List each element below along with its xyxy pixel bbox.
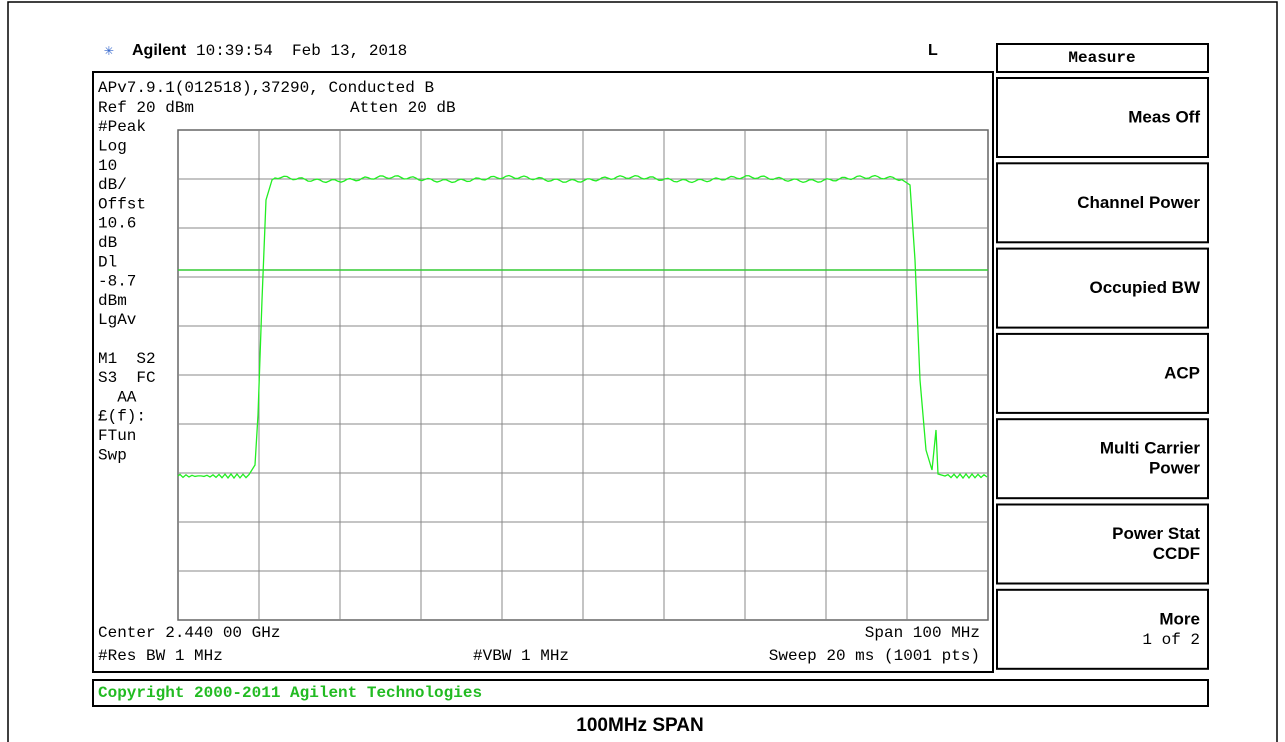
softkey-label: Channel Power — [1077, 193, 1200, 212]
side-label: S3 FC — [98, 369, 156, 387]
side-label: dB/ — [98, 176, 127, 194]
side-label: Offst — [98, 195, 146, 213]
side-label: Dl — [98, 253, 117, 271]
softkey-label: CCDF — [1153, 544, 1200, 563]
softkey — [996, 503, 1209, 585]
side-label: dB — [98, 234, 117, 252]
softkey-label: More — [1159, 609, 1200, 628]
sweep: Sweep 20 ms (1001 pts) — [769, 647, 980, 665]
status-bar — [92, 679, 1209, 707]
copyright: Copyright 2000-2011 Agilent Technologies — [98, 684, 482, 702]
info-line: APv7.9.1(012518),37290, Conducted B — [98, 79, 434, 97]
frame — [7, 1, 1278, 742]
header: ✳ Agilent 10:39:54 Feb 13, 2018 L — [104, 42, 938, 60]
softkey-label: Power Stat — [1112, 524, 1200, 543]
side-label: #Peak — [98, 118, 146, 136]
indicator: L — [928, 42, 938, 59]
side-label: 10.6 — [98, 215, 136, 233]
softkey — [996, 77, 1209, 158]
center: Center 2.440 00 GHz — [98, 624, 280, 642]
side-label: £(f): — [98, 408, 146, 426]
menu-title: Measure — [1068, 49, 1135, 67]
ref-level: Ref 20 dBm — [98, 99, 194, 117]
side-label: AA — [98, 388, 137, 406]
softkey-label: Multi Carrier — [1100, 439, 1201, 458]
side-label: Swp — [98, 446, 127, 464]
softkey-label: Meas Off — [1128, 107, 1200, 126]
screen-box — [92, 71, 994, 673]
trace — [177, 174, 988, 480]
brand: Agilent — [132, 42, 187, 59]
timestamp: 10:39:54 Feb 13, 2018 — [196, 42, 407, 60]
vbw: #VBW 1 MHz — [473, 647, 569, 665]
span: Span 100 MHz — [865, 624, 980, 642]
softkeys: Meas Off Channel Power Occupied BW ACP Multi… — [996, 77, 1209, 670]
graticule — [177, 129, 989, 621]
side-label: FTun — [98, 427, 136, 445]
side-label: 10 — [98, 157, 117, 175]
softkey — [996, 247, 1209, 329]
side-label: LgAv — [98, 311, 137, 329]
menu-title-box — [996, 43, 1209, 73]
softkey-label: 1 of 2 — [1142, 631, 1200, 649]
side-label: dBm — [98, 292, 127, 310]
logo: ✳ — [104, 42, 114, 60]
softkey-label: Occupied BW — [1089, 278, 1200, 297]
softkey — [996, 332, 1209, 414]
softkey-label: Power — [1149, 459, 1200, 478]
side-label: Log — [98, 138, 127, 156]
side-label: -8.7 — [98, 273, 136, 291]
side-label: M1 S2 — [98, 350, 156, 368]
softkey-label: ACP — [1164, 363, 1200, 382]
caption: 100MHz SPAN — [576, 715, 703, 736]
softkey — [996, 418, 1209, 500]
softkey — [996, 162, 1209, 244]
softkey — [996, 588, 1209, 670]
attenuation: Atten 20 dB — [350, 99, 456, 117]
res-bw: #Res BW 1 MHz — [98, 647, 223, 665]
